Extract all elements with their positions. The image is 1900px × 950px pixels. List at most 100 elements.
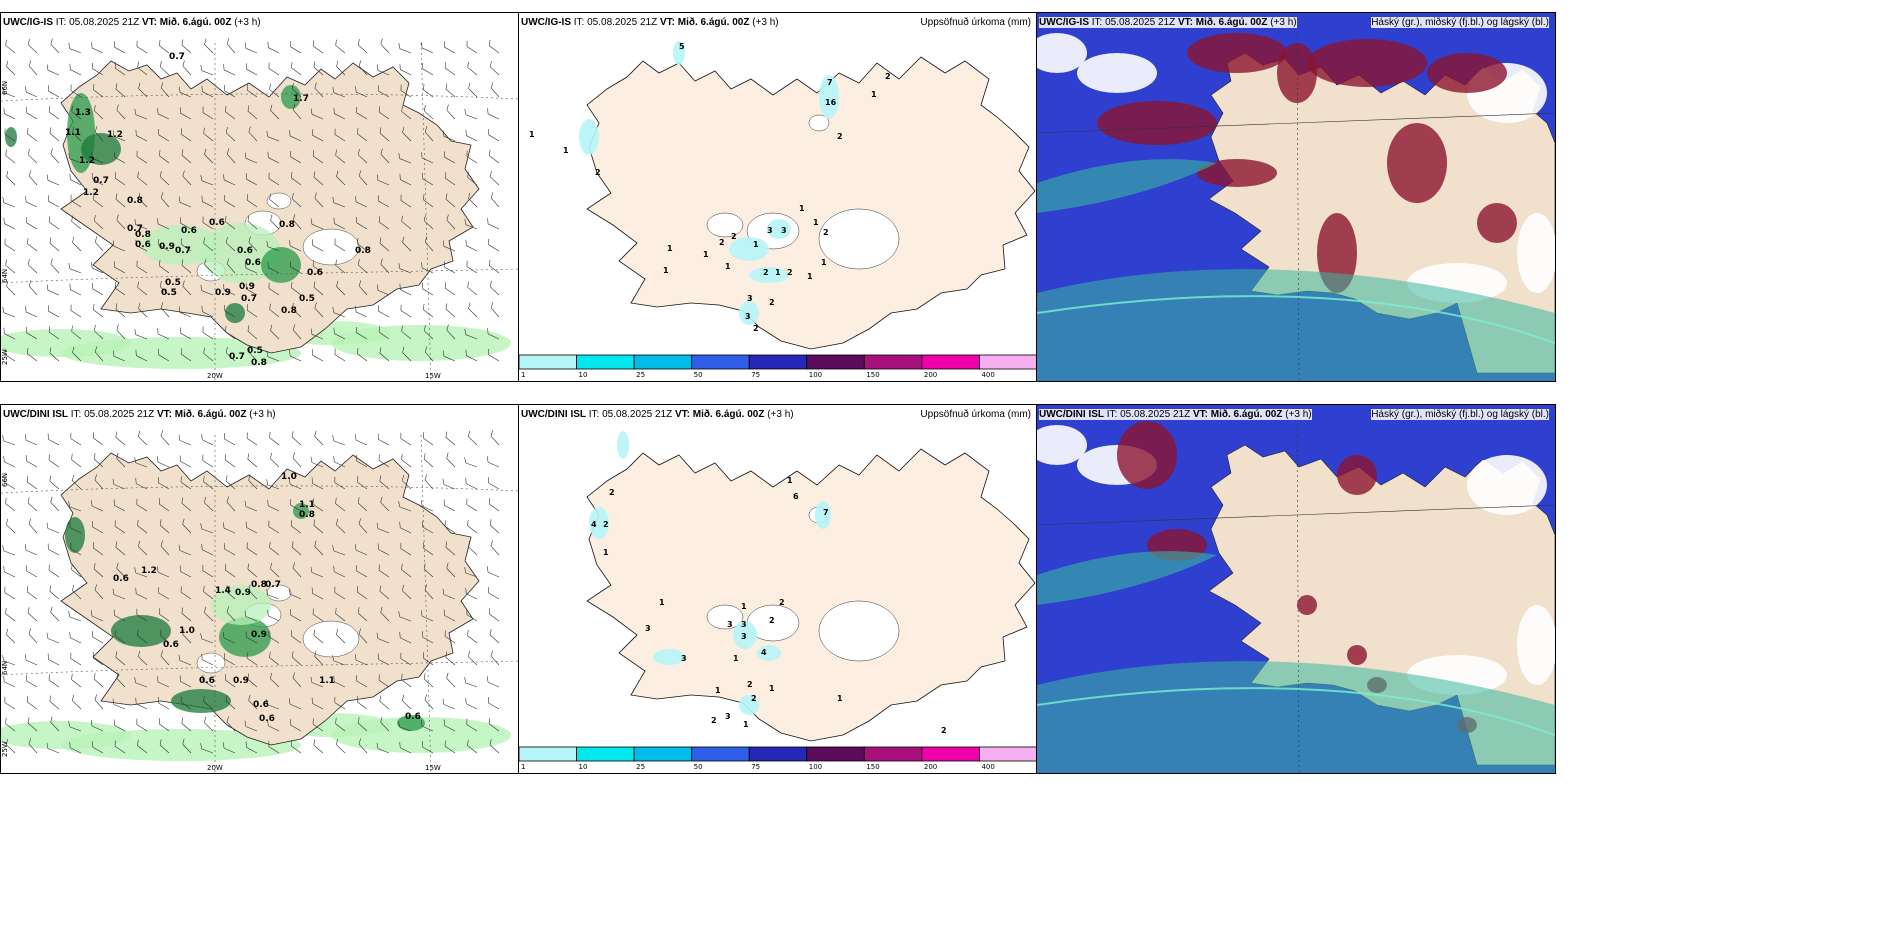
wind-barb bbox=[467, 519, 478, 534]
wind-barb bbox=[48, 106, 60, 120]
wind-barb bbox=[465, 239, 478, 252]
wind-barb bbox=[424, 126, 434, 142]
wind-barb bbox=[180, 476, 192, 490]
precip-value: 0.9 bbox=[215, 288, 231, 298]
wind-barb bbox=[336, 738, 346, 754]
wind-barb bbox=[468, 650, 478, 666]
wind-barb bbox=[72, 474, 82, 490]
wind-barb bbox=[444, 41, 456, 54]
precip-value: 0.7 bbox=[169, 52, 185, 62]
colorbar-cell bbox=[806, 354, 865, 370]
precip-value: 0.9 bbox=[233, 676, 249, 686]
wind-barb bbox=[421, 152, 434, 164]
wind-barb bbox=[26, 326, 38, 340]
precip-value: 0.9 bbox=[159, 242, 175, 252]
wind-barb bbox=[26, 565, 38, 578]
wind-barb bbox=[4, 696, 16, 710]
precip-value: 1 bbox=[813, 218, 819, 227]
wind-barb bbox=[202, 454, 214, 468]
wind-barb bbox=[245, 741, 258, 754]
wind-barb bbox=[421, 262, 434, 274]
wind-barb bbox=[138, 192, 148, 208]
wind-barb bbox=[270, 324, 280, 340]
precip-value: 4 bbox=[591, 520, 597, 529]
precip-value: 0.7 bbox=[241, 294, 257, 304]
precip-value: 2 bbox=[763, 268, 769, 277]
wind-barb bbox=[468, 430, 478, 446]
wind-barb bbox=[289, 240, 302, 252]
precip-value: 2 bbox=[711, 716, 717, 725]
wind-barb bbox=[223, 632, 236, 644]
wind-barb bbox=[489, 39, 500, 54]
colorbar-cell bbox=[576, 746, 635, 762]
wind-barb bbox=[312, 718, 324, 732]
wind-barb bbox=[380, 496, 390, 512]
wind-barb bbox=[468, 82, 478, 98]
wind-barb bbox=[114, 172, 126, 186]
colorbar-tick: 150 bbox=[866, 763, 879, 771]
wind-barb bbox=[182, 518, 192, 534]
wind-barb bbox=[268, 172, 280, 186]
wind-barb bbox=[158, 587, 170, 600]
wind-barb bbox=[113, 499, 126, 512]
wind-barb bbox=[136, 260, 148, 274]
precip-value: 2 bbox=[787, 268, 793, 277]
wind-barb bbox=[335, 149, 346, 164]
precip-value: 1 bbox=[603, 548, 609, 557]
wind-barb bbox=[244, 42, 258, 54]
wind-barb bbox=[446, 452, 456, 468]
precip-value: 0.8 bbox=[279, 220, 295, 230]
wind-barb bbox=[27, 149, 38, 164]
wind-barb bbox=[442, 350, 456, 362]
wind-barb bbox=[50, 38, 60, 54]
accumulated-precip-panel-top: UWC/IG-IS IT: 05.08.2025 21Z VT: Mið. 6.… bbox=[518, 12, 1038, 382]
wind-barb bbox=[180, 348, 192, 362]
wind-barb bbox=[446, 672, 456, 688]
wind-barb bbox=[94, 584, 104, 600]
wind-barb bbox=[488, 697, 500, 710]
wind-barb bbox=[93, 83, 104, 98]
wind-barb bbox=[94, 126, 104, 142]
wind-barb bbox=[292, 214, 302, 230]
wind-barb bbox=[442, 240, 456, 252]
wind-barb bbox=[92, 631, 104, 644]
wind-barb bbox=[28, 628, 38, 644]
wind-barb bbox=[445, 541, 456, 556]
wind-barb bbox=[379, 237, 390, 252]
precip-value: 2 bbox=[731, 232, 737, 241]
wind-barb bbox=[25, 306, 38, 318]
colorbar-cell bbox=[863, 746, 923, 762]
wind-barb bbox=[245, 631, 258, 644]
wind-barb bbox=[224, 433, 236, 446]
wind-barb bbox=[201, 85, 214, 98]
wind-barb bbox=[93, 453, 104, 468]
wind-barb bbox=[225, 105, 236, 120]
wind-barb bbox=[68, 262, 82, 274]
wind-barb bbox=[355, 306, 368, 318]
wind-barb bbox=[138, 302, 148, 318]
wind-barb bbox=[92, 282, 104, 296]
wind-barb bbox=[4, 476, 16, 490]
wind-barb bbox=[158, 697, 170, 710]
wind-barb bbox=[290, 499, 302, 512]
wind-barb bbox=[138, 540, 148, 556]
wind-precip-panel-bottom: UWC/DINI ISL IT: 05.08.2025 21Z VT: Mið.… bbox=[0, 404, 520, 774]
wind-barb bbox=[71, 563, 82, 578]
wind-barb bbox=[70, 432, 82, 446]
wind-barb bbox=[115, 651, 126, 666]
wind-barb bbox=[266, 350, 280, 362]
wind-barb bbox=[178, 306, 192, 318]
colorbar-cell bbox=[979, 354, 1037, 370]
precip-value: 1.2 bbox=[83, 188, 99, 198]
wind-barb bbox=[246, 542, 258, 556]
wind-barb bbox=[223, 284, 236, 296]
wind-barb bbox=[115, 303, 126, 318]
wind-barb bbox=[421, 500, 434, 512]
wind-barb bbox=[336, 170, 346, 186]
wind-barb bbox=[487, 108, 500, 120]
wind-barb bbox=[378, 674, 390, 688]
wind-barb bbox=[466, 150, 478, 164]
wind-barb bbox=[182, 738, 192, 754]
wind-barb bbox=[114, 740, 126, 754]
wind-barb bbox=[270, 214, 280, 230]
